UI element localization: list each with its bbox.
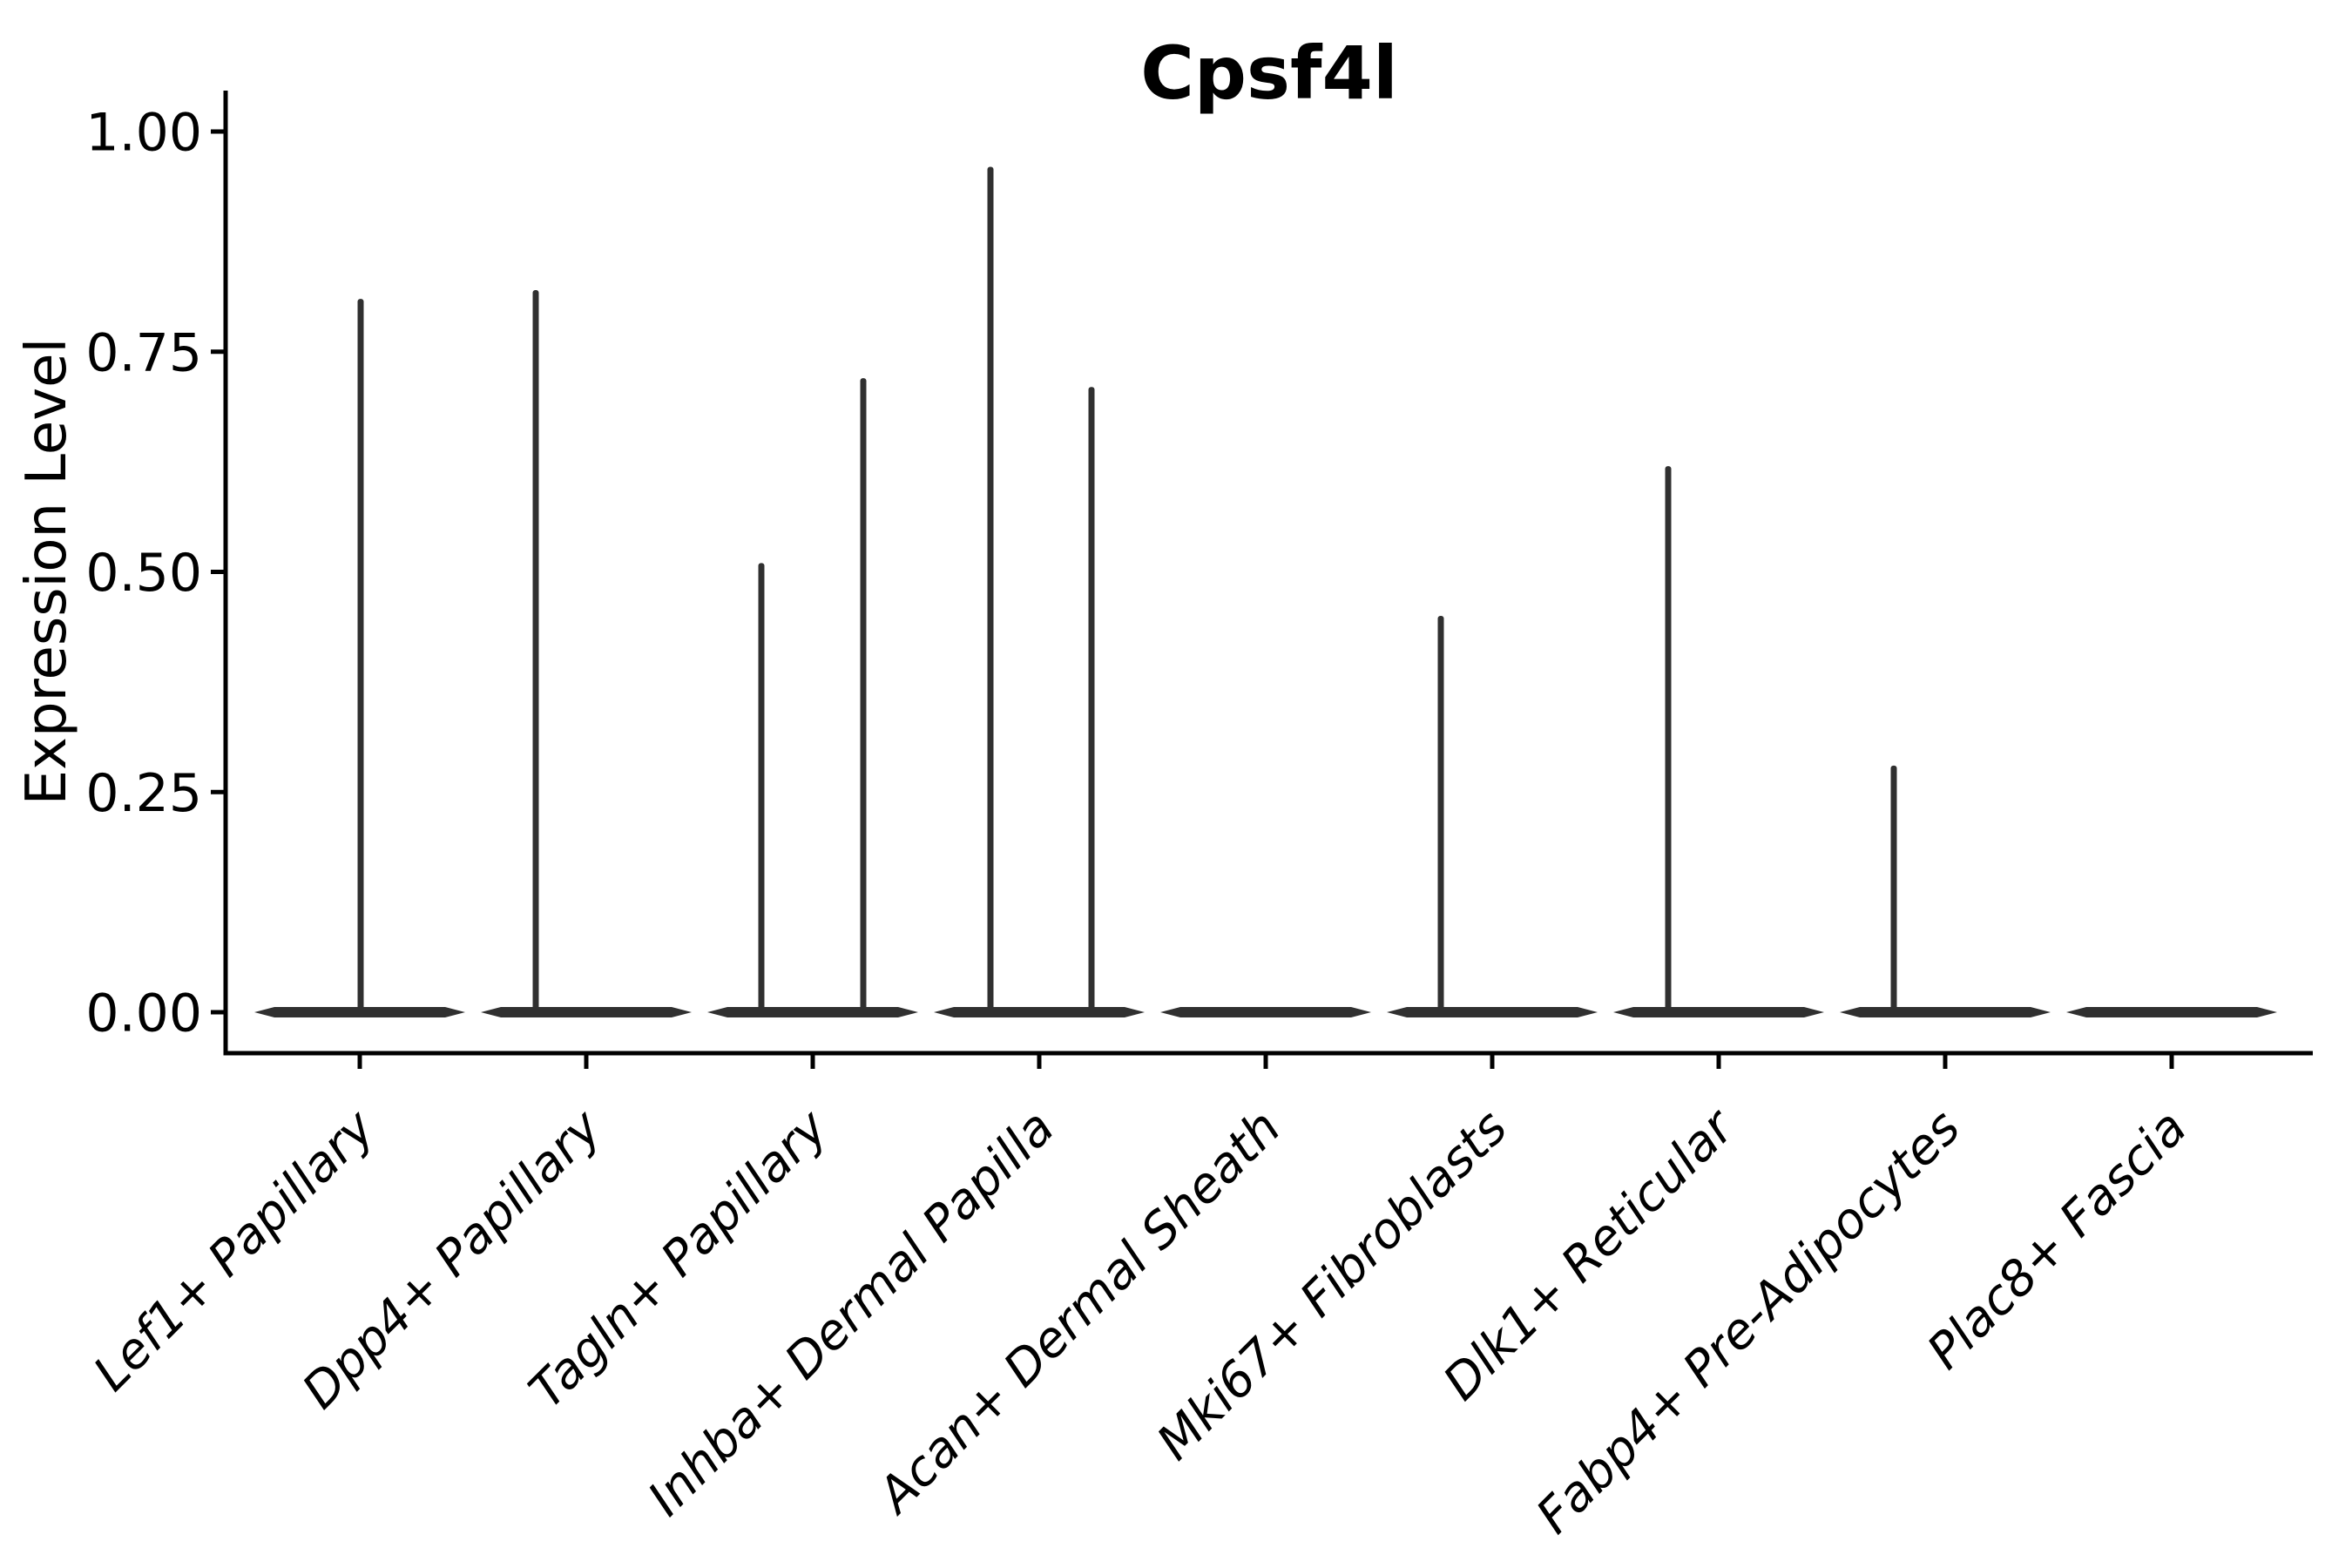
violin-2 bbox=[481, 289, 692, 1017]
y-tick-label: 1.00 bbox=[85, 103, 202, 164]
violin-base bbox=[1840, 1007, 2051, 1017]
violin-spike bbox=[758, 563, 765, 1012]
violins bbox=[254, 166, 2277, 1017]
violin-base bbox=[1613, 1007, 1824, 1017]
violin-base bbox=[934, 1007, 1145, 1017]
violin-spike bbox=[1890, 765, 1897, 1012]
violin-base bbox=[254, 1007, 465, 1017]
violin-6 bbox=[1387, 616, 1598, 1017]
violin-spike bbox=[1665, 466, 1672, 1012]
violin-3 bbox=[707, 378, 918, 1017]
axes bbox=[211, 91, 2313, 1069]
violin-spike bbox=[1437, 616, 1444, 1012]
x-tick-label: Acan+ Dermal Sheath bbox=[866, 1099, 1292, 1525]
violin-base bbox=[2066, 1007, 2277, 1017]
violin-spike bbox=[357, 299, 364, 1013]
violin-9 bbox=[2066, 1007, 2277, 1017]
violin-spike bbox=[860, 378, 867, 1013]
violin-8 bbox=[1840, 765, 2051, 1017]
violin-spike bbox=[1088, 387, 1095, 1012]
chart-title: Cpsf4l bbox=[1140, 30, 1398, 116]
violin-5 bbox=[1160, 1007, 1371, 1017]
violin-base bbox=[707, 1007, 918, 1017]
violin-1 bbox=[254, 299, 465, 1017]
y-tick-label: 0.00 bbox=[85, 983, 202, 1044]
y-tick-labels: 0.00 0.25 0.50 0.75 1.00 bbox=[85, 103, 202, 1044]
x-tick-label: Fabp4+ Pre-Adipocytes bbox=[1526, 1099, 1971, 1544]
violin-base bbox=[481, 1007, 692, 1017]
violin-spike bbox=[987, 166, 994, 1012]
violin-4 bbox=[934, 166, 1145, 1017]
x-tick-label: Inhba+ Dermal Papilla bbox=[638, 1099, 1065, 1527]
y-tick-label: 0.25 bbox=[85, 763, 202, 824]
y-axis-title: Expression Level bbox=[15, 338, 79, 806]
violin-base bbox=[1160, 1007, 1371, 1017]
violin-spike bbox=[532, 289, 539, 1013]
violin-base bbox=[1387, 1007, 1598, 1017]
violin-7 bbox=[1613, 466, 1824, 1017]
y-tick-label: 0.75 bbox=[85, 322, 202, 383]
y-tick-label: 0.50 bbox=[85, 543, 202, 604]
